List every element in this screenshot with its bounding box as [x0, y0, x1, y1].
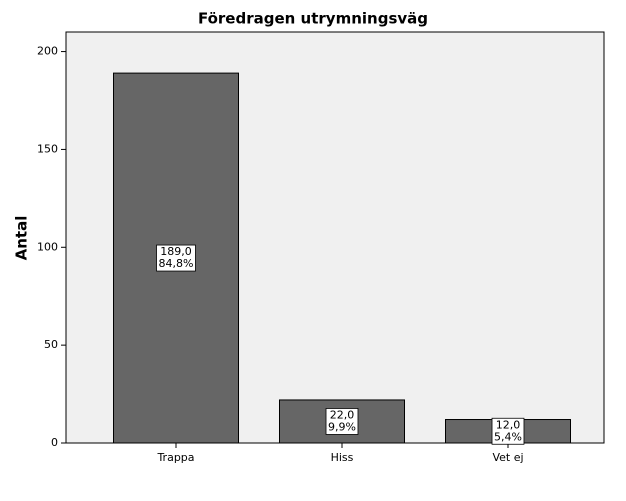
x-tick-label: Trappa [156, 451, 194, 464]
chart-title: Föredragen utrymningsväg [198, 10, 428, 28]
value-label-box [325, 408, 359, 435]
y-axis-label: Antal [13, 216, 31, 261]
value-label: 12,0 [496, 418, 521, 431]
percent-label: 5,4% [494, 430, 522, 443]
percent-label: 84,8% [159, 257, 194, 270]
percent-label: 9,9% [328, 420, 356, 433]
value-label: 189,0 [160, 245, 192, 258]
y-tick-label: 150 [37, 142, 58, 155]
x-tick-label: Hiss [331, 451, 354, 464]
value-label-box [491, 417, 525, 445]
x-tick-label: Vet ej [492, 451, 523, 464]
y-tick-label: 50 [44, 338, 58, 351]
value-label-box [156, 244, 196, 272]
y-tick-label: 100 [37, 240, 58, 253]
value-label: 22,0 [330, 408, 355, 421]
y-tick-label: 0 [51, 436, 58, 449]
y-tick-label: 200 [37, 45, 58, 58]
